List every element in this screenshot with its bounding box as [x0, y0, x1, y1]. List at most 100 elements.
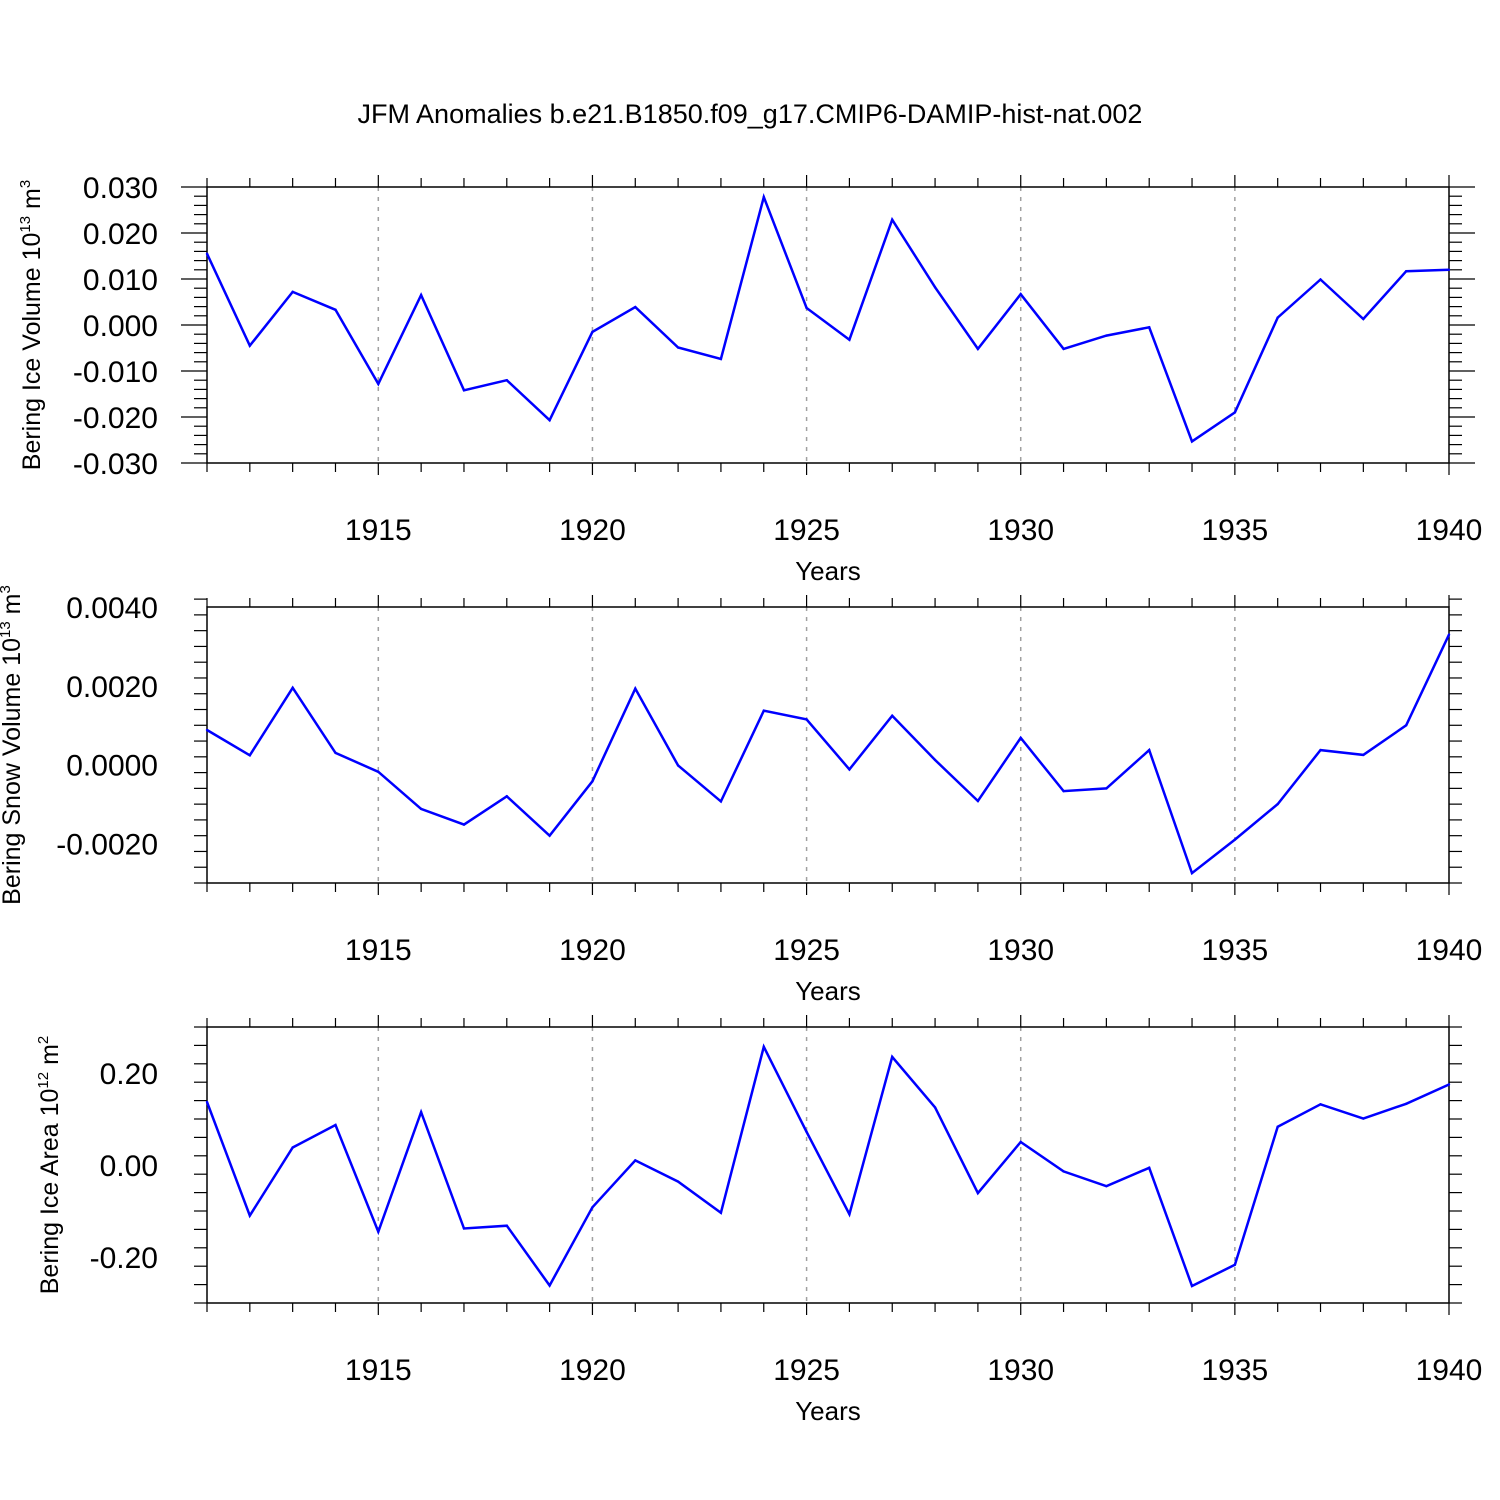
data-point: [1105, 1184, 1108, 1188]
data-point: [1404, 724, 1408, 727]
x-tick-label: 1915: [345, 514, 412, 547]
y-tick-label: 0.00: [100, 1150, 158, 1183]
data-point: [676, 346, 680, 349]
data-point: [591, 780, 594, 783]
plot-frame: [206, 606, 1450, 884]
data-point: [548, 419, 551, 422]
x-tick-label: 1925: [773, 514, 840, 547]
data-point: [1019, 736, 1022, 740]
data-point: [1276, 316, 1279, 319]
data-point: [1362, 753, 1365, 757]
data-point: [1105, 334, 1108, 337]
data-point: [591, 330, 594, 334]
data-point: [634, 1159, 637, 1162]
y-tick-label: -0.0020: [56, 829, 158, 862]
series-line: [205, 193, 1450, 444]
data-point: [1062, 347, 1065, 351]
data-point: [505, 795, 508, 798]
x-tick-label: 1925: [773, 934, 840, 967]
data-point: [719, 357, 723, 361]
data-point: [334, 1123, 337, 1127]
y-tick-label: 0.010: [83, 264, 158, 297]
y-axis-label-main: Bering Ice Volume 10: [18, 233, 46, 471]
x-tick-label: 1935: [1201, 514, 1268, 547]
y-axis-label-main: Bering Ice Area 10: [36, 1089, 64, 1295]
y-tick-label: -0.010: [73, 356, 158, 389]
data-point: [976, 1191, 980, 1195]
data-point: [1404, 269, 1408, 273]
y-axis-label: Bering Snow Volume 1013 m3: [0, 585, 26, 905]
data-point: [1190, 871, 1194, 875]
y-axis-label-exponent: 13: [17, 216, 34, 233]
data-point: [848, 1213, 851, 1216]
data-point: [1148, 326, 1151, 329]
data-point: [762, 195, 765, 199]
data-point: [762, 709, 765, 712]
y-tick-label: -0.20: [90, 1242, 158, 1275]
data-point: [548, 834, 551, 837]
y-tick-label: 0.0020: [66, 671, 158, 704]
data-point: [891, 714, 894, 718]
data-point: [1233, 1263, 1237, 1267]
data-point: [676, 764, 680, 767]
data-point: [205, 728, 209, 732]
data-point: [334, 308, 337, 312]
y-tick-label: 0.20: [100, 1058, 158, 1091]
data-point: [805, 718, 808, 721]
panel-2: 1915 1920 1925 1930 1935 1940 Years -0.0020 0.00…: [0, 585, 1482, 1006]
data-point: [1148, 748, 1151, 752]
y-tick-label: 0.030: [83, 172, 158, 205]
data-point: [891, 1055, 894, 1059]
series-line: [205, 1043, 1450, 1288]
y-axis-label-unit-exponent: 3: [17, 180, 34, 188]
data-point: [205, 252, 209, 255]
data-point: [976, 347, 980, 351]
x-tick-label: 1940: [1416, 514, 1483, 547]
data-point: [933, 1106, 937, 1109]
y-axis-label-main: Bering Snow Volume 10: [0, 638, 26, 905]
data-point: [462, 1227, 466, 1230]
data-point: [891, 218, 894, 221]
data-point: [548, 1284, 551, 1287]
panel-1: 1915 1920 1925 1930 1935 1940 Years -0.030 -0.02…: [17, 172, 1482, 586]
plot-frame: [206, 1026, 1450, 1304]
x-tick-label: 1920: [559, 934, 626, 967]
data-point: [248, 1214, 252, 1217]
data-point: [805, 1130, 808, 1134]
data-point: [1319, 748, 1322, 752]
data-point: [1319, 278, 1322, 281]
x-tick-label: 1935: [1201, 934, 1268, 967]
y-axis-label-unit-exponent: 3: [0, 585, 14, 593]
x-axis-label: Years: [795, 556, 861, 586]
y-axis-label: Bering Ice Area 1012 m2: [35, 1036, 64, 1295]
y-axis-label-unit: m: [0, 594, 26, 622]
data-point: [1276, 1125, 1279, 1129]
chart-title: JFM Anomalies b.e21.B1850.f09_g17.CMIP6-…: [358, 99, 1143, 129]
data-point: [1362, 317, 1365, 321]
data-point: [805, 306, 808, 310]
x-tick-label: 1925: [773, 1354, 840, 1387]
data-point: [291, 1146, 294, 1149]
x-tick-label: 1935: [1201, 1354, 1268, 1387]
data-point: [1404, 1102, 1408, 1106]
panel-3: 1915 1920 1925 1930 1935 1940 Years -0.20 0.00 0.…: [35, 1015, 1482, 1426]
data-point: [505, 379, 508, 382]
data-point: [462, 389, 466, 392]
y-tick-label: 0.0040: [66, 592, 158, 625]
data-point: [1062, 789, 1065, 793]
data-point: [419, 1110, 423, 1114]
x-tick-label: 1915: [345, 1354, 412, 1387]
data-point: [1190, 1284, 1194, 1288]
data-point: [634, 305, 637, 309]
data-point: [848, 338, 851, 341]
x-axis-label: Years: [795, 1396, 861, 1426]
y-tick-label: -0.030: [73, 448, 158, 481]
data-point: [1447, 268, 1451, 271]
y-axis-label-unit-exponent: 2: [35, 1036, 52, 1044]
data-point: [1019, 1140, 1022, 1144]
data-point: [719, 1211, 723, 1215]
series-line: [206, 634, 1451, 876]
x-axis-label: Years: [795, 976, 861, 1006]
data-point: [1447, 1083, 1451, 1086]
